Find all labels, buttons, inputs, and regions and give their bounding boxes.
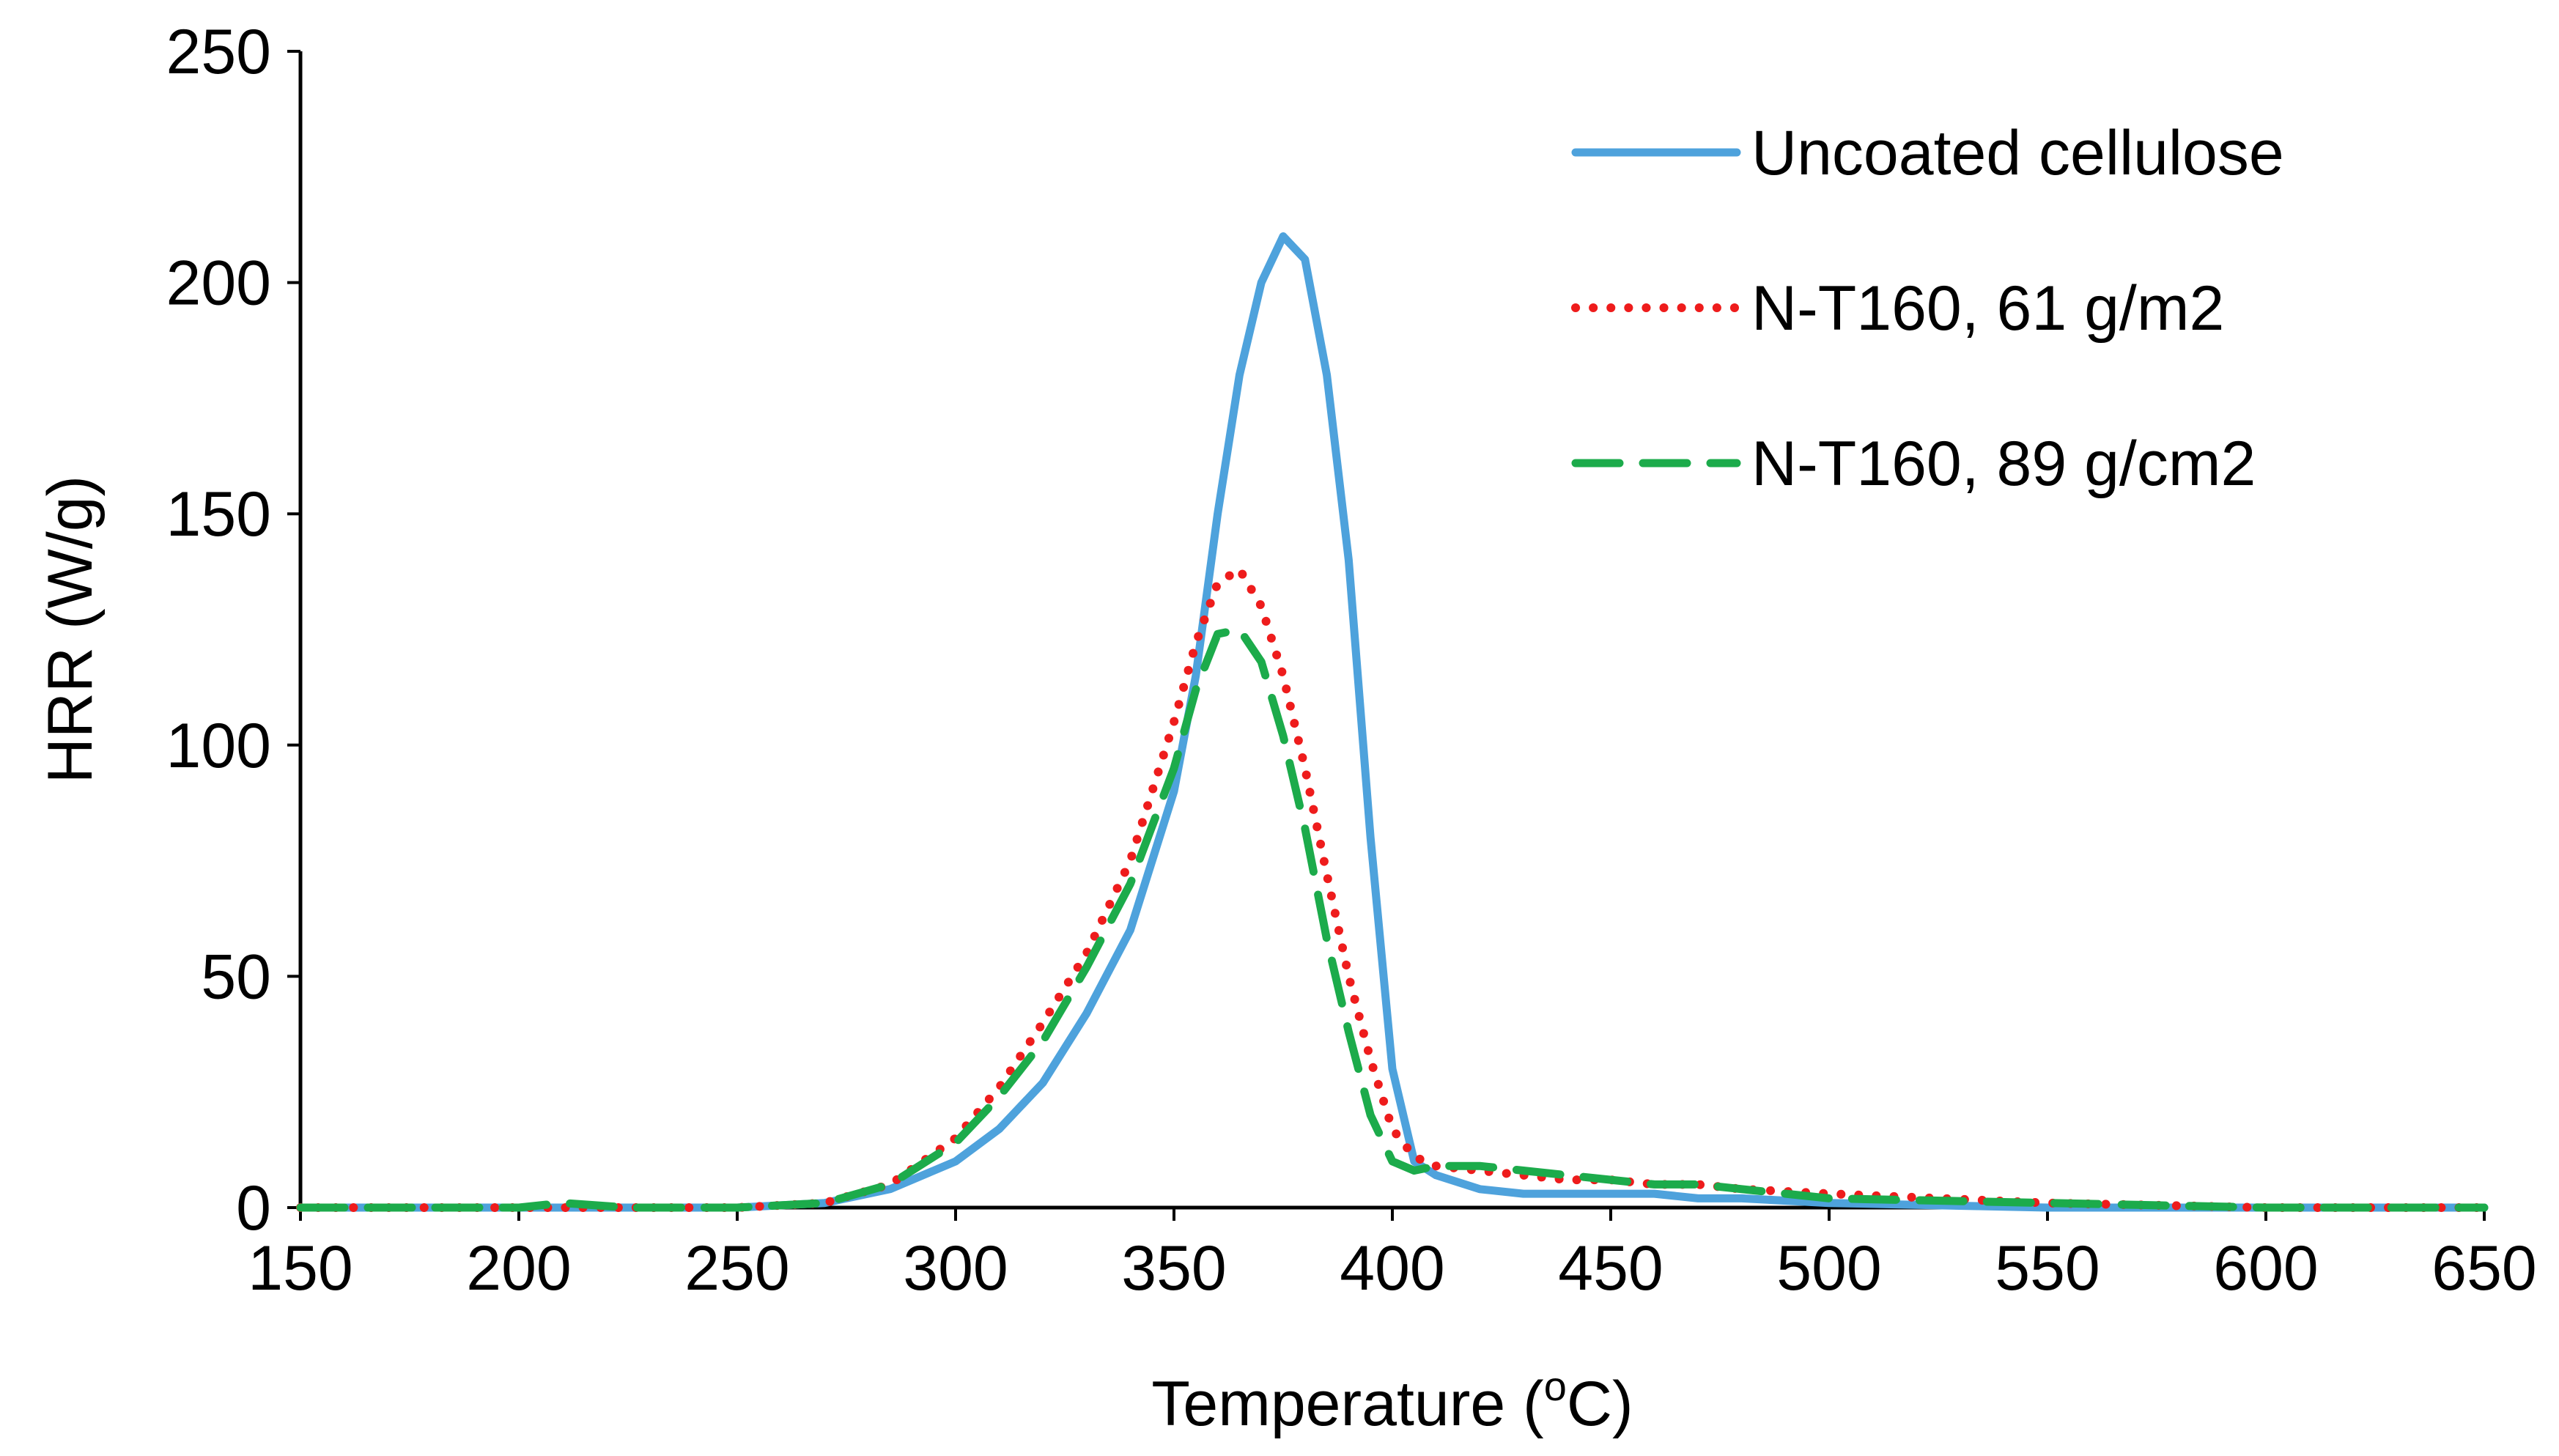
x-axis-title-unit: C) (1567, 1369, 1633, 1439)
series-line-2 (296, 564, 2489, 1212)
legend-label-3: N-T160, 89 g/cm2 (1751, 429, 2256, 499)
x-tick-label: 200 (466, 1233, 572, 1304)
x-axis-title-main: Temperature ( (1151, 1369, 1544, 1439)
series-line-3 (296, 625, 2489, 1212)
x-axis-title-degree: o (1544, 1363, 1567, 1409)
series-line-1 (296, 232, 2489, 1212)
legend-label-2: N-T160, 61 g/m2 (1751, 273, 2224, 344)
x-tick-label: 550 (1995, 1233, 2100, 1304)
axes: 150 200 250 300 350 400 450 500 550 600 650 0 50 100… (166, 17, 2537, 1304)
y-tick-label: 250 (166, 17, 272, 87)
x-axis-title: Temperature (oC) (1151, 1363, 1633, 1439)
x-ticks: 150 200 250 300 350 400 450 500 550 600 650 (248, 1208, 2537, 1304)
series-layer (296, 232, 2489, 1212)
x-tick-label: 650 (2431, 1233, 2537, 1304)
x-tick-label: 250 (684, 1233, 790, 1304)
y-ticks: 0 50 100 150 200 250 (166, 17, 300, 1243)
x-tick-label: 350 (1121, 1233, 1227, 1304)
y-tick-label: 0 (236, 1173, 271, 1243)
legend: Uncoated cellulose N-T160, 61 g/m2 N-T160,… (1571, 118, 2284, 499)
y-tick-label: 200 (166, 248, 272, 319)
x-tick-label: 150 (248, 1233, 353, 1304)
x-tick-label: 500 (1776, 1233, 1882, 1304)
y-axis-title: HRR (W/g) (35, 476, 106, 783)
y-tick-label: 100 (166, 711, 272, 781)
x-tick-label: 400 (1340, 1233, 1445, 1304)
x-tick-label: 300 (903, 1233, 1008, 1304)
legend-label-1: Uncoated cellulose (1751, 118, 2284, 188)
y-tick-label: 150 (166, 479, 272, 550)
y-tick-label: 50 (201, 942, 271, 1012)
x-tick-label: 450 (1558, 1233, 1663, 1304)
x-tick-label: 600 (2213, 1233, 2319, 1304)
